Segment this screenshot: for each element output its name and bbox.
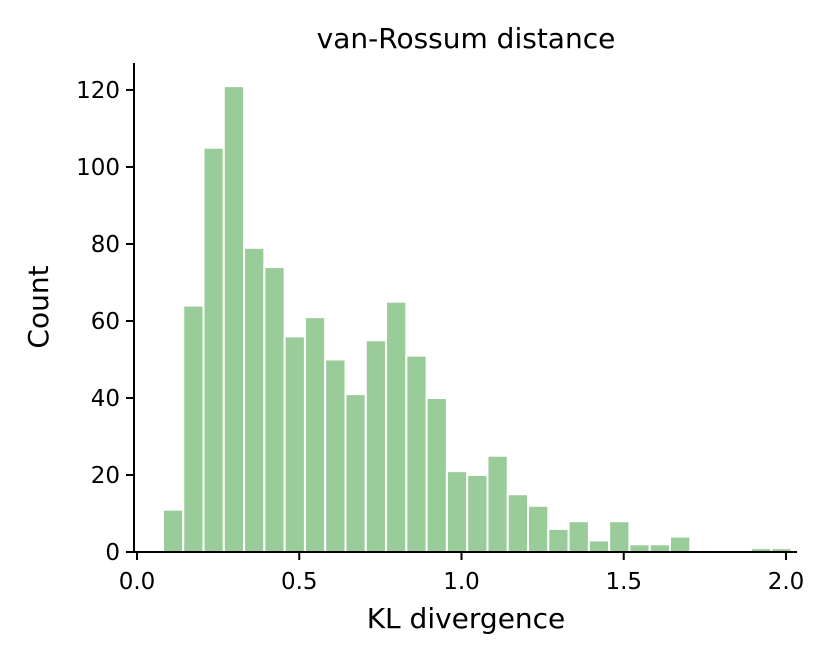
histogram-bar xyxy=(425,396,448,553)
histogram-bar xyxy=(506,493,530,553)
histogram-bar xyxy=(324,358,347,553)
x-axis-label: KL divergence xyxy=(367,602,566,635)
histogram-bar xyxy=(486,454,509,553)
histogram-bar xyxy=(222,85,246,554)
x-ticks-group: 0.0 0.5 1.0 1.5 2.0 xyxy=(119,552,805,595)
histogram-bar xyxy=(344,393,367,553)
x-tick-label: 2.0 xyxy=(768,569,805,595)
x-tick-label: 0.5 xyxy=(281,569,318,595)
histogram-bar xyxy=(466,473,489,553)
histogram-bar xyxy=(364,339,388,553)
y-tick-label: 40 xyxy=(91,386,120,412)
histogram-bar xyxy=(648,543,671,553)
histogram-bar xyxy=(263,266,286,553)
histogram-bar xyxy=(161,508,185,553)
histogram-bar xyxy=(405,354,428,553)
y-tick-label: 60 xyxy=(91,309,120,335)
histogram-bar xyxy=(445,470,469,553)
y-tick-label: 0 xyxy=(105,540,120,566)
histogram-bar xyxy=(202,146,225,554)
x-tick-label: 0.0 xyxy=(119,569,156,595)
histogram-bar xyxy=(628,543,651,553)
histogram-bar xyxy=(608,520,631,553)
histogram-bar xyxy=(182,304,205,553)
histogram-bar xyxy=(243,246,266,553)
y-tick-label: 120 xyxy=(76,78,120,104)
y-tick-label: 20 xyxy=(91,463,120,489)
y-axis-label: Count xyxy=(22,265,55,348)
histogram-bar xyxy=(385,300,408,553)
bars-group xyxy=(161,85,793,554)
histogram-bar xyxy=(587,539,611,553)
y-tick-label: 100 xyxy=(76,155,120,181)
chart-title: van-Rossum distance xyxy=(317,22,616,55)
x-tick-label: 1.5 xyxy=(605,569,642,595)
histogram-bar xyxy=(567,520,590,553)
x-tick-label: 1.0 xyxy=(443,569,480,595)
y-ticks-group: 0 20 40 60 80 100 120 xyxy=(76,78,134,566)
histogram-bar xyxy=(527,504,550,554)
histogram-bar xyxy=(283,335,306,553)
y-tick-label: 80 xyxy=(91,232,120,258)
histogram-bar xyxy=(668,535,692,554)
histogram-bar xyxy=(303,316,327,553)
histogram-bar xyxy=(547,527,570,554)
